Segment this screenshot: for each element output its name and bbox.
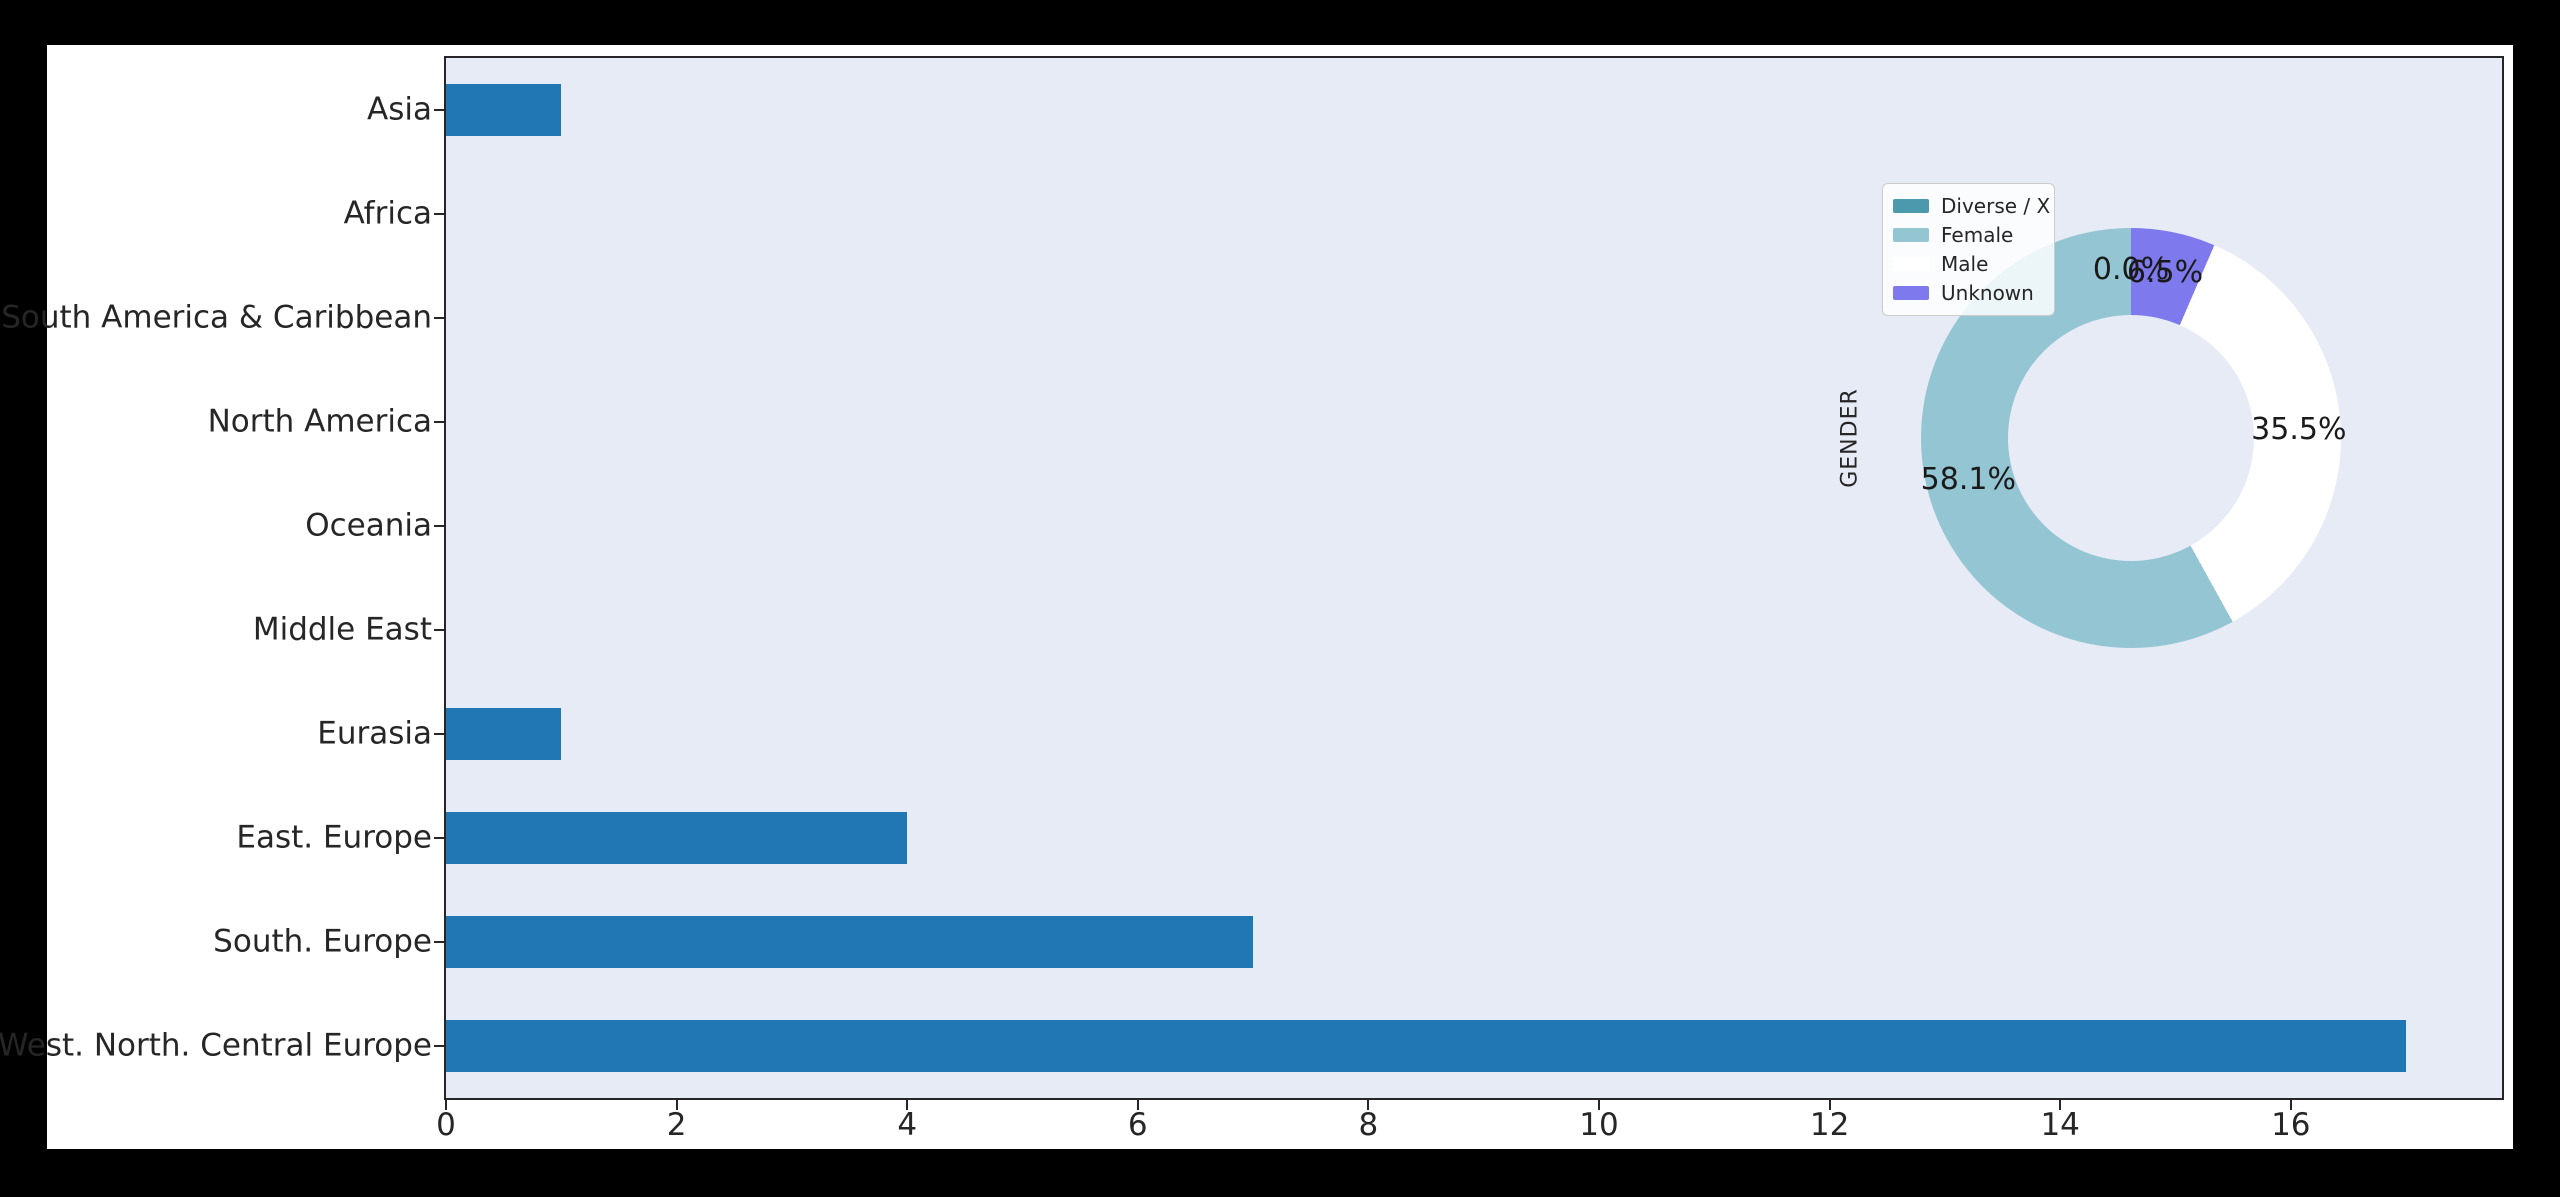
x-tick-mark bbox=[1367, 1100, 1370, 1110]
legend-swatch bbox=[1893, 199, 1929, 213]
y-category-label: Middle East bbox=[252, 611, 432, 648]
y-tick-mark bbox=[434, 941, 446, 943]
donut-axis-title: GENDER bbox=[1837, 388, 1863, 488]
y-tick-mark bbox=[434, 421, 446, 423]
x-tick-label: 16 bbox=[2271, 1107, 2311, 1143]
legend-swatch bbox=[1893, 228, 1929, 242]
donut-pct-label: 0.0% bbox=[2092, 252, 2170, 287]
x-tick-mark bbox=[1136, 1100, 1139, 1110]
y-category-label: South America & Caribbean bbox=[1, 299, 432, 336]
bar bbox=[446, 812, 908, 864]
donut-pct-label: 35.5% bbox=[2251, 411, 2347, 447]
x-tick-label: 12 bbox=[1809, 1107, 1850, 1143]
x-tick-label: 2 bbox=[666, 1107, 687, 1143]
legend-label: Diverse / X bbox=[1941, 194, 2051, 218]
legend-item: Male bbox=[1893, 251, 2044, 277]
y-tick-mark bbox=[434, 213, 446, 215]
x-tick-label: 6 bbox=[1127, 1107, 1148, 1143]
x-tick-label: 0 bbox=[436, 1107, 456, 1143]
legend-label: Unknown bbox=[1941, 281, 2034, 305]
legend-item: Diverse / X bbox=[1893, 193, 2050, 219]
x-tick-label: 10 bbox=[1579, 1107, 1619, 1143]
y-tick-mark bbox=[434, 109, 446, 111]
y-category-label: South. Europe bbox=[213, 923, 432, 960]
y-axis-category-labels: Asia Africa South America & Caribbean North… bbox=[0, 58, 432, 1098]
donut-legend: Diverse / X Female Male Unknown bbox=[1882, 183, 2055, 316]
y-tick-mark bbox=[434, 629, 446, 631]
y-tick-mark bbox=[434, 1045, 446, 1047]
x-tick-mark bbox=[445, 1100, 447, 1110]
donut-pct-label: 58.1% bbox=[1920, 461, 2016, 497]
x-tick-mark bbox=[906, 1100, 909, 1110]
legend-item: Female bbox=[1893, 222, 2044, 248]
legend-label: Female bbox=[1941, 223, 2014, 247]
y-category-label: Oceania bbox=[305, 507, 432, 544]
bar bbox=[446, 708, 562, 760]
x-tick-mark bbox=[2289, 1100, 2292, 1110]
legend-label: Male bbox=[1941, 252, 1989, 276]
y-category-label: Asia bbox=[367, 91, 432, 128]
x-tick-mark bbox=[2059, 1100, 2062, 1110]
x-tick-mark bbox=[1828, 1100, 1831, 1110]
y-category-label: North America bbox=[207, 403, 432, 440]
donut-hole bbox=[2008, 315, 2254, 561]
x-tick-label: 4 bbox=[897, 1107, 918, 1143]
y-tick-mark bbox=[434, 317, 446, 319]
y-category-label: Africa bbox=[343, 195, 432, 232]
y-tick-mark bbox=[434, 837, 446, 839]
y-tick-mark bbox=[434, 733, 446, 735]
x-tick-label: 8 bbox=[1358, 1107, 1379, 1143]
x-tick-mark bbox=[675, 1100, 678, 1110]
figure: Asia Africa South America & Caribbean North… bbox=[0, 45, 2513, 1149]
bar bbox=[446, 916, 1254, 968]
y-category-label: West. North. Central Europe bbox=[0, 1027, 432, 1064]
x-tick-label: 14 bbox=[2040, 1107, 2080, 1143]
y-category-label: Eurasia bbox=[317, 715, 432, 752]
y-tick-mark bbox=[434, 525, 446, 527]
legend-swatch bbox=[1893, 286, 1929, 300]
bar bbox=[446, 1020, 2407, 1072]
y-category-label: East. Europe bbox=[236, 819, 432, 856]
legend-item: Unknown bbox=[1893, 280, 2044, 306]
x-tick-mark bbox=[1598, 1100, 1600, 1110]
bar bbox=[446, 84, 562, 136]
donut-pct-label: 6.5% bbox=[2126, 255, 2204, 291]
legend-swatch bbox=[1893, 257, 1929, 271]
